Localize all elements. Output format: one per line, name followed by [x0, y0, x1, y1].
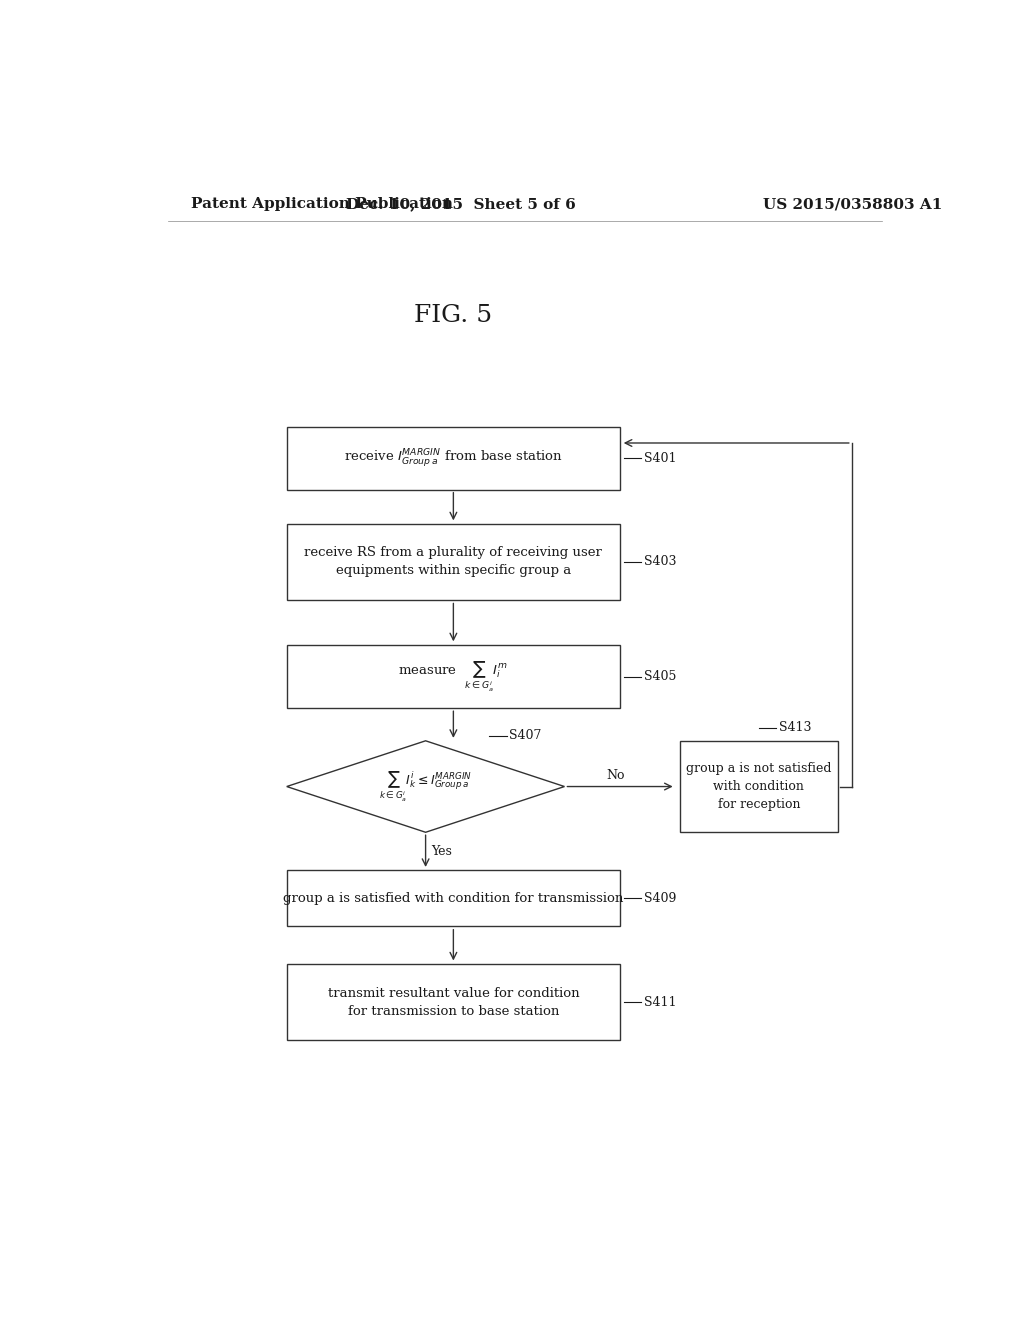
Bar [287, 964, 621, 1040]
Bar [680, 741, 839, 833]
Text: S411: S411 [644, 995, 676, 1008]
Text: Patent Application Publication: Patent Application Publication [191, 197, 454, 211]
Text: S413: S413 [779, 721, 811, 734]
Text: Dec. 10, 2015  Sheet 5 of 6: Dec. 10, 2015 Sheet 5 of 6 [346, 197, 577, 211]
Bar [287, 524, 621, 601]
Text: $\sum_{k \in G_a^i} I_{k}^i \leq I_{Group\,a}^{MARGIN}$: $\sum_{k \in G_a^i} I_{k}^i \leq I_{Grou… [379, 770, 472, 804]
Text: Yes: Yes [431, 845, 452, 858]
Text: receive $I_{Group\,a}^{MARGIN}$ from base station: receive $I_{Group\,a}^{MARGIN}$ from bas… [344, 447, 563, 469]
Text: FIG. 5: FIG. 5 [415, 305, 493, 327]
Text: S407: S407 [509, 729, 542, 742]
Text: S405: S405 [644, 671, 676, 684]
Text: group a is satisfied with condition for transmission: group a is satisfied with condition for … [284, 892, 624, 904]
Text: transmit resultant value for condition
for transmission to base station: transmit resultant value for condition f… [328, 986, 580, 1018]
Text: measure  $\sum_{k \in G_a^i} I_i^m$: measure $\sum_{k \in G_a^i} I_i^m$ [398, 660, 508, 694]
Bar [287, 426, 621, 490]
Polygon shape [287, 741, 564, 833]
Text: receive RS from a plurality of receiving user
equipments within specific group a: receive RS from a plurality of receiving… [304, 546, 602, 577]
Text: S401: S401 [644, 451, 676, 465]
Bar [287, 645, 621, 709]
Text: S403: S403 [644, 556, 676, 569]
Bar [287, 870, 621, 927]
Text: group a is not satisfied
with condition
for reception: group a is not satisfied with condition … [686, 762, 831, 810]
Text: No: No [606, 768, 625, 781]
Text: US 2015/0358803 A1: US 2015/0358803 A1 [763, 197, 942, 211]
Text: S409: S409 [644, 892, 676, 904]
